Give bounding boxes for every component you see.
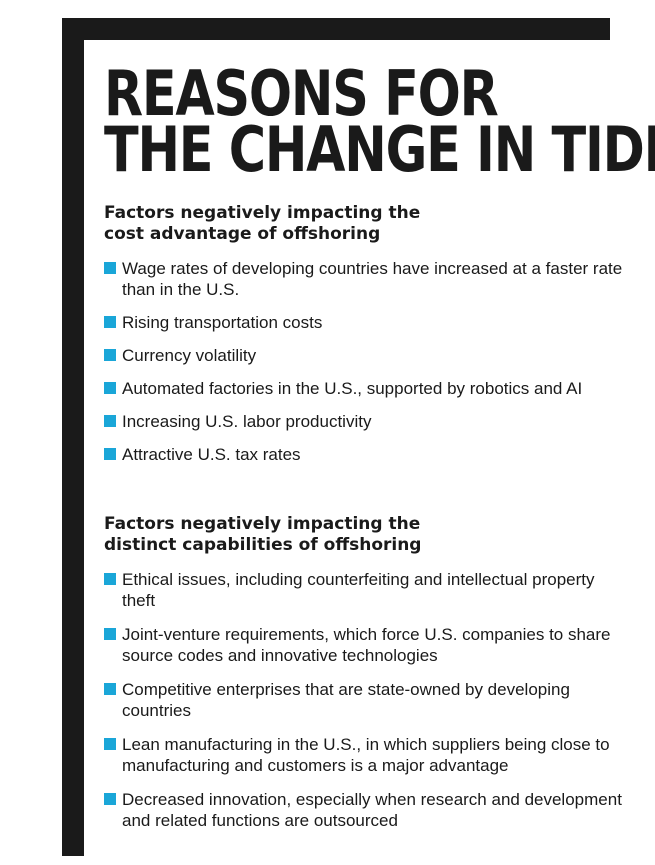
list-item-text: Decreased innovation, especially when re… [122,790,622,830]
frame-top-bar [62,18,610,40]
square-bullet-icon [104,683,116,695]
list-item: Joint-venture requirements, which force … [104,624,624,666]
square-bullet-icon [104,793,116,805]
list-item: Rising transportation costs [104,312,624,333]
section-heading-line-1: Factors negatively impacting the [104,203,421,223]
section-distinct-capabilities: Factors negatively impacting the distinc… [104,514,624,844]
list-item: Currency volatility [104,345,624,366]
square-bullet-icon [104,738,116,750]
section-heading: Factors negatively impacting the cost ad… [104,203,624,245]
square-bullet-icon [104,415,116,427]
list-item-text: Competitive enterprises that are state-o… [122,680,570,720]
list-item: Competitive enterprises that are state-o… [104,679,624,721]
list-item: Automated factories in the U.S., support… [104,378,624,399]
list-item-text: Currency volatility [122,346,257,365]
section-heading-line-2: distinct capabilities of offshoring [104,535,422,555]
list-item-text: Automated factories in the U.S., support… [122,379,583,398]
square-bullet-icon [104,628,116,640]
square-bullet-icon [104,573,116,585]
page-title: REASONS FOR THE CHANGE IN TIDE [104,57,655,186]
square-bullet-icon [104,316,116,328]
square-bullet-icon [104,262,116,274]
section-heading-line-2: cost advantage of offshoring [104,224,381,244]
list-item-text: Ethical issues, including counterfeiting… [122,570,595,610]
list-item-text: Rising transportation costs [122,313,323,332]
square-bullet-icon [104,382,116,394]
section-cost-advantage: Factors negatively impacting the cost ad… [104,203,624,477]
title-line-1: REASONS FOR [104,57,499,130]
list-item-text: Lean manufacturing in the U.S., in which… [122,735,610,775]
list-item: Ethical issues, including counterfeiting… [104,569,624,611]
frame-left-bar [62,18,84,856]
list-item: Attractive U.S. tax rates [104,444,624,465]
square-bullet-icon [104,448,116,460]
list-item: Wage rates of developing countries have … [104,258,624,300]
list-item-text: Wage rates of developing countries have … [122,259,623,299]
section-heading-line-1: Factors negatively impacting the [104,514,421,534]
list-item: Lean manufacturing in the U.S., in which… [104,734,624,776]
factor-list: Ethical issues, including counterfeiting… [104,569,624,831]
list-item-text: Attractive U.S. tax rates [122,445,301,464]
square-bullet-icon [104,349,116,361]
factor-list: Wage rates of developing countries have … [104,258,624,465]
list-item: Increasing U.S. labor productivity [104,411,624,432]
title-line-2: THE CHANGE IN TIDE [104,113,655,186]
list-item: Decreased innovation, especially when re… [104,789,624,831]
list-item-text: Increasing U.S. labor productivity [122,412,372,431]
section-heading: Factors negatively impacting the distinc… [104,514,624,556]
list-item-text: Joint-venture requirements, which force … [122,625,611,665]
